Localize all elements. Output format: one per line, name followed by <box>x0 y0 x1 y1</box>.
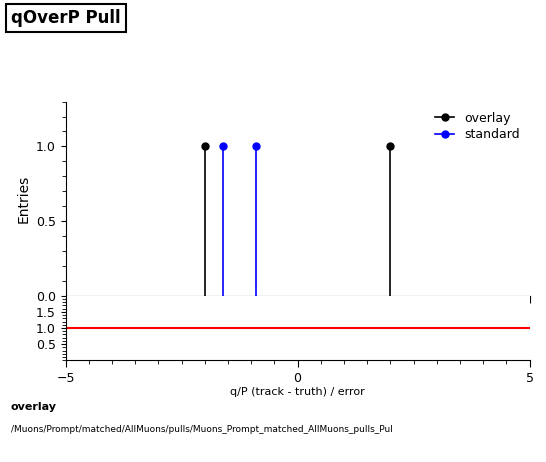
Y-axis label: Entries: Entries <box>16 175 30 223</box>
Text: overlay: overlay <box>11 402 57 412</box>
Legend: overlay, standard: overlay, standard <box>431 108 524 145</box>
Text: /Muons/Prompt/matched/AllMuons/pulls/Muons_Prompt_matched_AllMuons_pulls_Pul: /Muons/Prompt/matched/AllMuons/pulls/Muo… <box>11 425 393 434</box>
X-axis label: q/P (track - truth) / error: q/P (track - truth) / error <box>230 387 365 396</box>
Text: qOverP Pull: qOverP Pull <box>11 9 121 27</box>
